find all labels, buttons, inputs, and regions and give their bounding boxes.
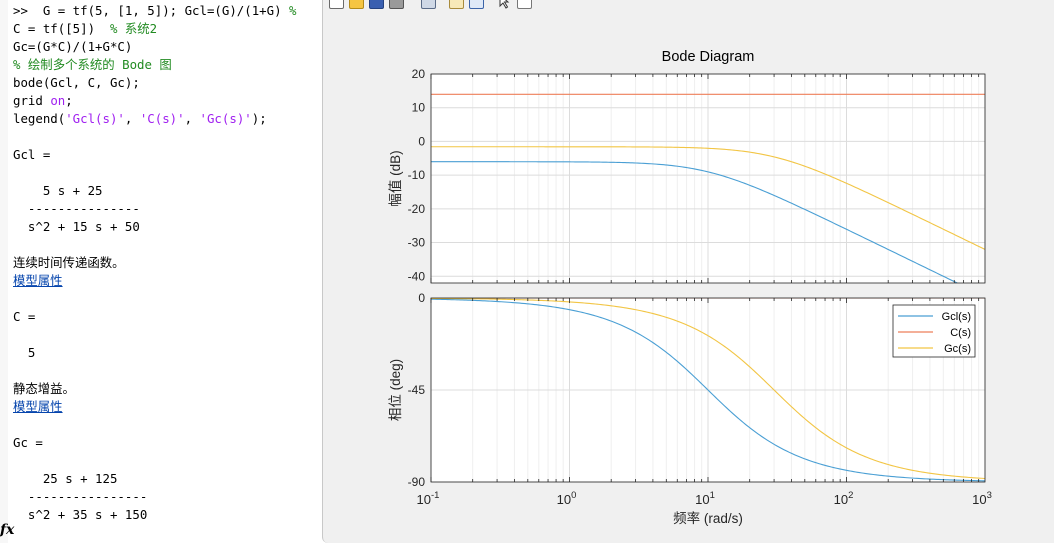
magnitude-y-axis-label: 幅值 (dB) bbox=[388, 150, 403, 206]
command-text: --------------- bbox=[13, 201, 140, 216]
command-text: 5 bbox=[13, 345, 36, 360]
command-text: Gcl = bbox=[13, 147, 51, 162]
command-line: s^2 + 35 s + 150 bbox=[13, 506, 147, 524]
command-text: 'Gcl(s)' bbox=[65, 111, 125, 126]
command-line: bode(Gcl, C, Gc); bbox=[13, 74, 140, 92]
command-line: ---------------- bbox=[13, 488, 147, 506]
command-line: 5 bbox=[13, 344, 35, 362]
x-tick-label: 103 bbox=[972, 490, 992, 507]
command-text: s^2 + 35 s + 150 bbox=[13, 507, 148, 522]
magnitude-y-tick-label: -30 bbox=[408, 236, 426, 250]
command-text: C = bbox=[13, 309, 36, 324]
x-axis-label: 频率 (rad/s) bbox=[673, 510, 743, 526]
command-text: ); bbox=[251, 111, 267, 126]
command-text: % 绘制多个系统的 Bode 图 bbox=[13, 57, 172, 72]
figure-toolbar bbox=[323, 0, 1054, 12]
print-figure-icon[interactable] bbox=[389, 0, 404, 9]
phase-y-tick-label: -90 bbox=[408, 475, 426, 489]
magnitude-curve-gcs bbox=[431, 146, 985, 250]
command-text: legend( bbox=[13, 111, 66, 126]
command-text: on bbox=[50, 93, 66, 108]
command-text: ---------------- bbox=[13, 489, 148, 504]
command-line: Gcl = bbox=[13, 146, 50, 164]
command-text: , bbox=[184, 111, 200, 126]
magnitude-y-tick-label: -10 bbox=[408, 168, 426, 182]
legend-label-gcls: Gcl(s) bbox=[942, 311, 971, 323]
magnitude-y-tick-label: 0 bbox=[418, 134, 425, 148]
command-line: >> G = tf(5, [1, 5]); Gcl=(G)/(1+G) % bbox=[13, 2, 296, 20]
x-tick-label: 10-1 bbox=[417, 490, 440, 507]
command-text: 5 s + 25 bbox=[13, 183, 103, 198]
command-text: % 系统2 bbox=[109, 21, 158, 36]
new-figure-icon[interactable] bbox=[329, 0, 344, 9]
command-text: grid bbox=[13, 93, 51, 108]
edit-plot-arrow-icon[interactable] bbox=[497, 0, 512, 9]
legend-label-cs: C(s) bbox=[950, 327, 971, 339]
chart-title: Bode Diagram bbox=[662, 49, 755, 65]
command-text: 静态增益。 bbox=[13, 381, 75, 396]
save-figure-icon[interactable] bbox=[369, 0, 384, 9]
model-properties-link[interactable]: 模型属性 bbox=[13, 399, 63, 414]
phase-curve-gcs bbox=[431, 298, 985, 480]
command-text: % bbox=[289, 3, 297, 18]
command-line: % 绘制多个系统的 Bode 图 bbox=[13, 56, 172, 74]
command-line: Gc=(G*C)/(1+G*C) bbox=[13, 38, 132, 56]
command-line: 模型属性 bbox=[13, 272, 63, 290]
command-line: 连续时间传递函数。 bbox=[13, 254, 125, 272]
x-tick-label: 101 bbox=[695, 490, 715, 507]
command-line: 模型属性 bbox=[13, 398, 63, 416]
command-line: C = bbox=[13, 308, 35, 326]
command-line: grid on; bbox=[13, 92, 73, 110]
command-line: 静态增益。 bbox=[13, 380, 75, 398]
command-text: Gc = bbox=[13, 435, 43, 450]
command-line: 5 s + 25 bbox=[13, 182, 103, 200]
function-prompt-icon[interactable]: fx bbox=[0, 522, 15, 538]
x-tick-label: 102 bbox=[834, 490, 854, 507]
phase-y-tick-label: -45 bbox=[408, 383, 426, 397]
command-text: C = tf([5]) bbox=[13, 21, 110, 36]
model-properties-link[interactable]: 模型属性 bbox=[13, 273, 63, 288]
command-window[interactable]: >> G = tf(5, [1, 5]); Gcl=(G)/(1+G) % C =… bbox=[0, 0, 322, 543]
command-line: s^2 + 15 s + 50 bbox=[13, 218, 140, 236]
insert-colorbar-icon[interactable] bbox=[449, 0, 464, 9]
command-line: Gc = bbox=[13, 434, 43, 452]
phase-y-axis-label: 相位 (deg) bbox=[388, 359, 403, 421]
property-inspector-icon[interactable] bbox=[517, 0, 532, 9]
x-tick-label: 100 bbox=[557, 490, 577, 507]
command-text: 'C(s)' bbox=[139, 111, 185, 126]
command-text: >> G = tf(5, [1, 5]); Gcl=(G)/(1+G) bbox=[13, 3, 290, 18]
command-text: 25 s + 125 bbox=[13, 471, 118, 486]
command-text: s^2 + 15 s + 50 bbox=[13, 219, 140, 234]
figure-window[interactable]: 20 10 0 -10 -20 -30 -40 0 -45 -90 10-1 100 101 102 103… bbox=[322, 0, 1054, 543]
magnitude-curve-gcls bbox=[431, 161, 959, 283]
command-text: , bbox=[124, 111, 140, 126]
legend-box bbox=[892, 304, 976, 358]
command-text: ; bbox=[65, 93, 73, 108]
phase-y-tick-label: 0 bbox=[418, 291, 425, 305]
command-line: C = tf([5]) % 系统2 bbox=[13, 20, 157, 38]
insert-legend-icon[interactable] bbox=[469, 0, 484, 9]
command-line: 25 s + 125 bbox=[13, 470, 118, 488]
command-text: bode(Gcl, C, Gc); bbox=[13, 75, 140, 90]
link-plot-icon[interactable] bbox=[421, 0, 436, 9]
command-line: --------------- bbox=[13, 200, 140, 218]
open-file-icon[interactable] bbox=[349, 0, 364, 9]
magnitude-y-tick-label: 10 bbox=[412, 101, 426, 115]
command-text: 连续时间传递函数。 bbox=[13, 255, 125, 270]
phase-curve-gcls bbox=[431, 298, 985, 482]
magnitude-y-tick-label: -20 bbox=[408, 202, 426, 216]
magnitude-y-tick-label: 20 bbox=[412, 67, 426, 81]
command-text: Gc=(G*C)/(1+G*C) bbox=[13, 39, 133, 54]
magnitude-y-tick-label: -40 bbox=[408, 269, 426, 283]
command-window-margin bbox=[0, 0, 8, 543]
command-line: legend('Gcl(s)', 'C(s)', 'Gc(s)'); bbox=[13, 110, 267, 128]
legend-label-gcs: Gc(s) bbox=[944, 343, 971, 355]
command-text: 'Gc(s)' bbox=[199, 111, 252, 126]
